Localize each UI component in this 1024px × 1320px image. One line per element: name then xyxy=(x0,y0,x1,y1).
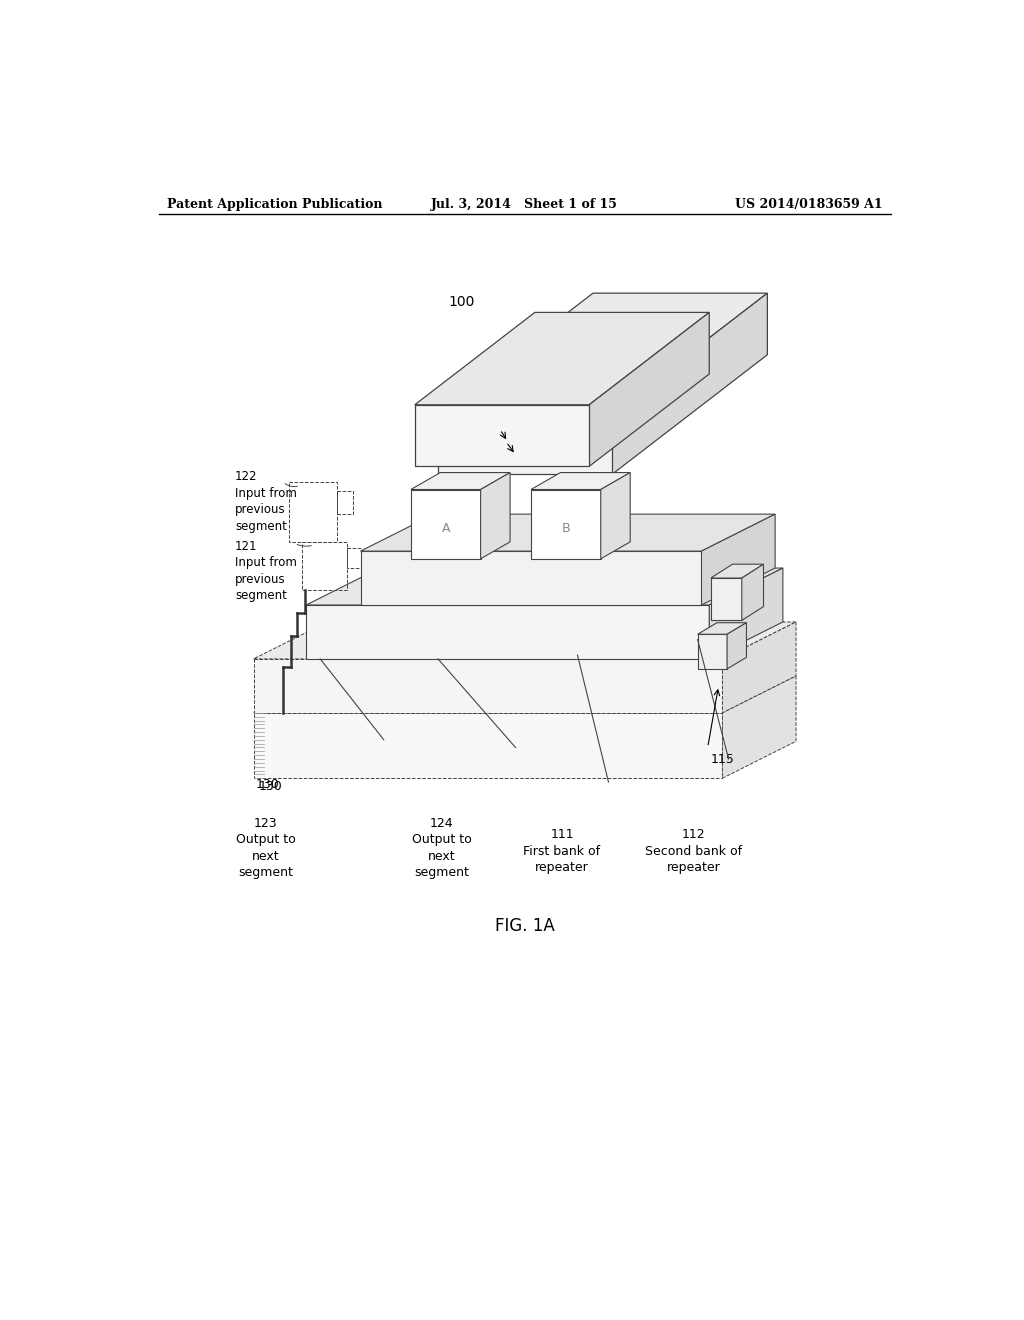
Text: 111
First bank of
repeater: 111 First bank of repeater xyxy=(523,829,600,874)
Polygon shape xyxy=(306,568,783,605)
Text: 130: 130 xyxy=(256,779,280,791)
Polygon shape xyxy=(727,623,746,669)
Text: 136: 136 xyxy=(764,587,784,597)
Text: US 2014/0183659 A1: US 2014/0183659 A1 xyxy=(735,198,883,211)
Polygon shape xyxy=(697,623,746,635)
Polygon shape xyxy=(612,293,767,474)
Polygon shape xyxy=(360,515,775,552)
Polygon shape xyxy=(415,313,710,405)
Text: 122
Input from
previous
segment: 122 Input from previous segment xyxy=(234,470,297,533)
Text: 133: 133 xyxy=(712,653,730,663)
Polygon shape xyxy=(601,473,630,558)
Bar xyxy=(254,659,722,713)
Polygon shape xyxy=(254,622,796,659)
Text: 132: 132 xyxy=(764,569,784,578)
Polygon shape xyxy=(741,564,764,620)
Polygon shape xyxy=(411,473,510,490)
Text: 102: 102 xyxy=(632,364,655,378)
Polygon shape xyxy=(722,676,796,779)
Text: 105: 105 xyxy=(509,413,534,425)
Polygon shape xyxy=(254,676,796,713)
Bar xyxy=(438,412,612,474)
Text: Jul. 3, 2014   Sheet 1 of 15: Jul. 3, 2014 Sheet 1 of 15 xyxy=(431,198,618,211)
Bar xyxy=(337,491,352,515)
Polygon shape xyxy=(710,568,783,659)
Polygon shape xyxy=(531,473,630,490)
Text: B: B xyxy=(561,521,570,535)
Text: 121
Input from
previous
segment: 121 Input from previous segment xyxy=(234,540,297,602)
Text: 112
Second bank of
repeater: 112 Second bank of repeater xyxy=(645,829,742,874)
Text: 101: 101 xyxy=(496,372,519,385)
Text: 131: 131 xyxy=(699,663,718,673)
Text: 124
Output to
next
segment: 124 Output to next segment xyxy=(412,817,472,879)
Text: 123
Output to
next
segment: 123 Output to next segment xyxy=(237,817,296,879)
Text: Patent Application Publication: Patent Application Publication xyxy=(167,198,382,211)
Text: 130: 130 xyxy=(258,780,282,793)
Text: 100: 100 xyxy=(449,296,474,309)
Bar xyxy=(531,490,601,558)
Text: 134: 134 xyxy=(728,630,746,640)
Polygon shape xyxy=(711,564,764,578)
Bar xyxy=(697,635,727,669)
Bar xyxy=(302,543,346,590)
Bar xyxy=(289,482,337,541)
Text: 115: 115 xyxy=(711,752,734,766)
Text: Fast Wire: Fast Wire xyxy=(479,381,537,395)
Bar xyxy=(254,713,722,779)
Text: A: A xyxy=(441,521,450,535)
Bar xyxy=(306,605,710,659)
Polygon shape xyxy=(589,313,710,466)
Bar xyxy=(711,578,741,620)
Polygon shape xyxy=(438,293,767,412)
Bar xyxy=(346,548,360,568)
Polygon shape xyxy=(480,473,510,558)
Text: FIG. 1A: FIG. 1A xyxy=(495,917,555,935)
Polygon shape xyxy=(701,515,775,605)
Polygon shape xyxy=(722,622,796,713)
Text: 135: 135 xyxy=(713,663,731,673)
Bar xyxy=(415,405,589,466)
Bar xyxy=(411,490,480,558)
Bar xyxy=(360,552,701,605)
Text: Slow Wire: Slow Wire xyxy=(632,374,693,387)
